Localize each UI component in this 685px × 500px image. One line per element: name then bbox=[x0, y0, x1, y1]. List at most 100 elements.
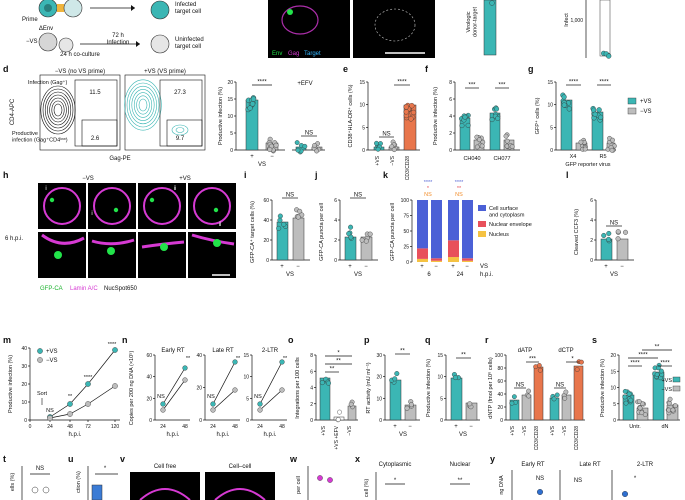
data-point bbox=[325, 380, 331, 386]
legend-label: +VS bbox=[661, 378, 672, 384]
contour-line bbox=[124, 79, 162, 131]
r-bar bbox=[509, 399, 520, 421]
legend-label: −VS bbox=[661, 387, 672, 393]
m-ytick-label: 10 bbox=[21, 400, 27, 406]
x-title: Nuclear bbox=[450, 462, 471, 468]
x-ylabel: cell (%) bbox=[364, 479, 370, 498]
data-point bbox=[348, 401, 354, 407]
n-title: 2-LTR bbox=[262, 348, 279, 354]
m-ytick-label: 30 bbox=[21, 364, 27, 370]
legend-swatch bbox=[37, 357, 43, 363]
p-xlabel: VS bbox=[399, 432, 407, 438]
m-xlabel: h.p.i. bbox=[68, 432, 81, 438]
roman-label: ii bbox=[219, 222, 222, 228]
p-cat: − bbox=[408, 424, 412, 430]
r-bar bbox=[549, 397, 560, 421]
data-point bbox=[554, 392, 560, 398]
e-ytick-label: 5 bbox=[362, 125, 365, 131]
micrograph bbox=[88, 232, 136, 278]
g-bar bbox=[591, 111, 604, 151]
h-label-novs: −VS bbox=[82, 176, 94, 182]
n-xtick: 48 bbox=[279, 424, 285, 430]
data-point bbox=[391, 147, 397, 153]
flow-xlabel: Gag-PE bbox=[109, 156, 130, 162]
r-cat: CD3/CD28 bbox=[574, 426, 580, 450]
n1-ytick-label: 0 bbox=[199, 418, 202, 424]
data-point bbox=[375, 146, 381, 152]
n-line bbox=[212, 361, 236, 405]
m-sig: **** bbox=[108, 342, 117, 348]
d-bar-ytick-label: 20 bbox=[227, 80, 233, 86]
u-sig: * bbox=[104, 466, 107, 472]
f-ytick-label: 8 bbox=[449, 80, 452, 86]
s-ytick-label: 0 bbox=[613, 418, 616, 424]
u-bar bbox=[91, 484, 103, 500]
i-ytick-label: 40 bbox=[263, 218, 269, 224]
data-point bbox=[182, 365, 188, 371]
y-sig: NS bbox=[536, 476, 544, 482]
v-label-left: Cell free bbox=[154, 464, 177, 470]
data-point bbox=[232, 387, 238, 393]
panel-letter-n: n bbox=[122, 335, 128, 345]
data-point bbox=[363, 238, 369, 244]
micrograph bbox=[205, 472, 275, 500]
data-point bbox=[494, 106, 500, 112]
data-point bbox=[277, 217, 283, 223]
o-ytick-label: 4 bbox=[310, 386, 313, 392]
uninfected-label: Uninfected target cell bbox=[175, 37, 204, 50]
tick-1000: 1,000 bbox=[570, 18, 583, 24]
stack-nucleus bbox=[462, 260, 473, 262]
data-point bbox=[348, 224, 354, 230]
data-point bbox=[409, 102, 415, 109]
contour-line bbox=[175, 127, 185, 133]
lamina-zoom bbox=[41, 233, 85, 245]
data-point bbox=[257, 407, 263, 413]
n-xtick: 48 bbox=[232, 424, 238, 430]
r-bar bbox=[573, 365, 584, 421]
data-point bbox=[160, 407, 166, 413]
n-xtick: 48 bbox=[182, 424, 188, 430]
target-cell-icon bbox=[63, 0, 83, 18]
m-line-novs bbox=[49, 385, 116, 419]
gate-value: 9.7 bbox=[176, 136, 185, 142]
q-cat: − bbox=[469, 424, 473, 430]
n-title: Late RT bbox=[212, 348, 234, 354]
n0-ytick-label: 60 bbox=[146, 353, 152, 359]
data-point bbox=[403, 104, 409, 110]
data-point bbox=[281, 221, 287, 227]
n-xtick: 24 bbox=[210, 424, 216, 430]
data-point bbox=[210, 407, 216, 413]
legend-label: +VS bbox=[46, 349, 58, 355]
data-point bbox=[574, 367, 580, 372]
data-point bbox=[67, 411, 73, 417]
n1-ytick-label: 40 bbox=[196, 353, 202, 359]
q-ytick-label: 15 bbox=[437, 353, 443, 359]
data-point bbox=[232, 359, 238, 365]
flow-ylabel: CD4-APC bbox=[10, 98, 16, 125]
data-point bbox=[459, 123, 465, 129]
top-right-bar bbox=[599, 0, 611, 57]
data-point bbox=[495, 115, 501, 121]
p-sig-sig: ** bbox=[400, 349, 405, 355]
n-title: Early RT bbox=[161, 348, 185, 354]
panel-letter-g: g bbox=[528, 64, 534, 74]
s-bar bbox=[652, 371, 665, 421]
n-line bbox=[212, 389, 236, 411]
f-bar bbox=[459, 117, 471, 151]
synapse-icon bbox=[57, 4, 64, 12]
infected-label: Infected target cell bbox=[175, 2, 201, 15]
k-xlabel: h.p.i. bbox=[480, 272, 493, 278]
data-point bbox=[319, 380, 325, 386]
m-sort: Sort bbox=[37, 391, 48, 397]
m-line-vs bbox=[49, 349, 116, 418]
n-sig: ** bbox=[186, 356, 191, 362]
d-cat: − bbox=[270, 154, 274, 160]
r-cat: CD3/CD28 bbox=[534, 426, 540, 450]
e-sig1-sig: NS bbox=[382, 132, 390, 138]
infected-cell-icon bbox=[150, 0, 170, 20]
micrograph bbox=[130, 472, 200, 500]
legend-swatch bbox=[627, 97, 637, 105]
q-sig-sig: ** bbox=[461, 353, 466, 359]
productive-gate-label: Productive infection (Gag⁺CD4ˡᵒʷ) bbox=[12, 131, 68, 144]
r-title: dCTP bbox=[558, 348, 573, 354]
